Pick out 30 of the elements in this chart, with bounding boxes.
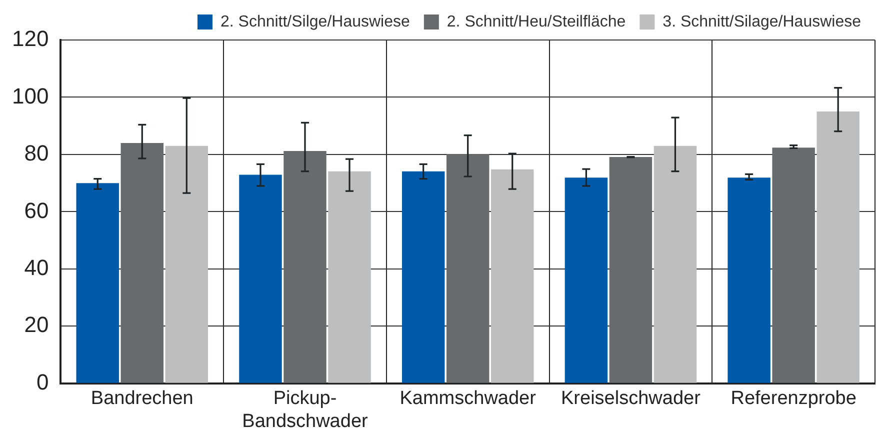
bar	[120, 143, 164, 383]
legend-label: 2. Schnitt/Heu/Steilfläche	[446, 13, 626, 30]
x-tick-label: Pickup-Bandschwader	[242, 388, 369, 432]
y-tick-label: 40	[24, 254, 49, 280]
bar	[816, 112, 860, 383]
bar	[165, 146, 208, 383]
bar	[728, 178, 770, 383]
legend-label: 3. Schnitt/Silage/Hauswiese	[662, 13, 862, 30]
y-tick-label: 20	[24, 312, 49, 338]
bar	[402, 171, 445, 383]
bar	[446, 154, 490, 383]
bar	[239, 174, 282, 383]
x-tick-label: Referenzprobe	[730, 388, 856, 410]
y-tick-label: 100	[12, 83, 49, 108]
bar	[491, 169, 534, 383]
bar	[76, 183, 119, 383]
bar	[772, 148, 815, 383]
bar	[328, 171, 371, 383]
y-tick-label: 0	[36, 369, 49, 394]
y-tick-label: 120	[12, 26, 49, 52]
bar	[564, 178, 608, 383]
x-tick-label: Kammschwader	[400, 388, 537, 410]
x-tick-label: Kreiselschwader	[561, 388, 702, 410]
bar	[284, 151, 326, 383]
legend-label: 2. Schnitt/Silge/Hauswiese	[220, 13, 410, 30]
bar	[609, 157, 652, 383]
x-tick-label: Bandrechen	[90, 388, 194, 410]
y-tick-label: 60	[24, 198, 49, 223]
bar	[654, 146, 697, 383]
y-tick-label: 80	[24, 140, 49, 166]
